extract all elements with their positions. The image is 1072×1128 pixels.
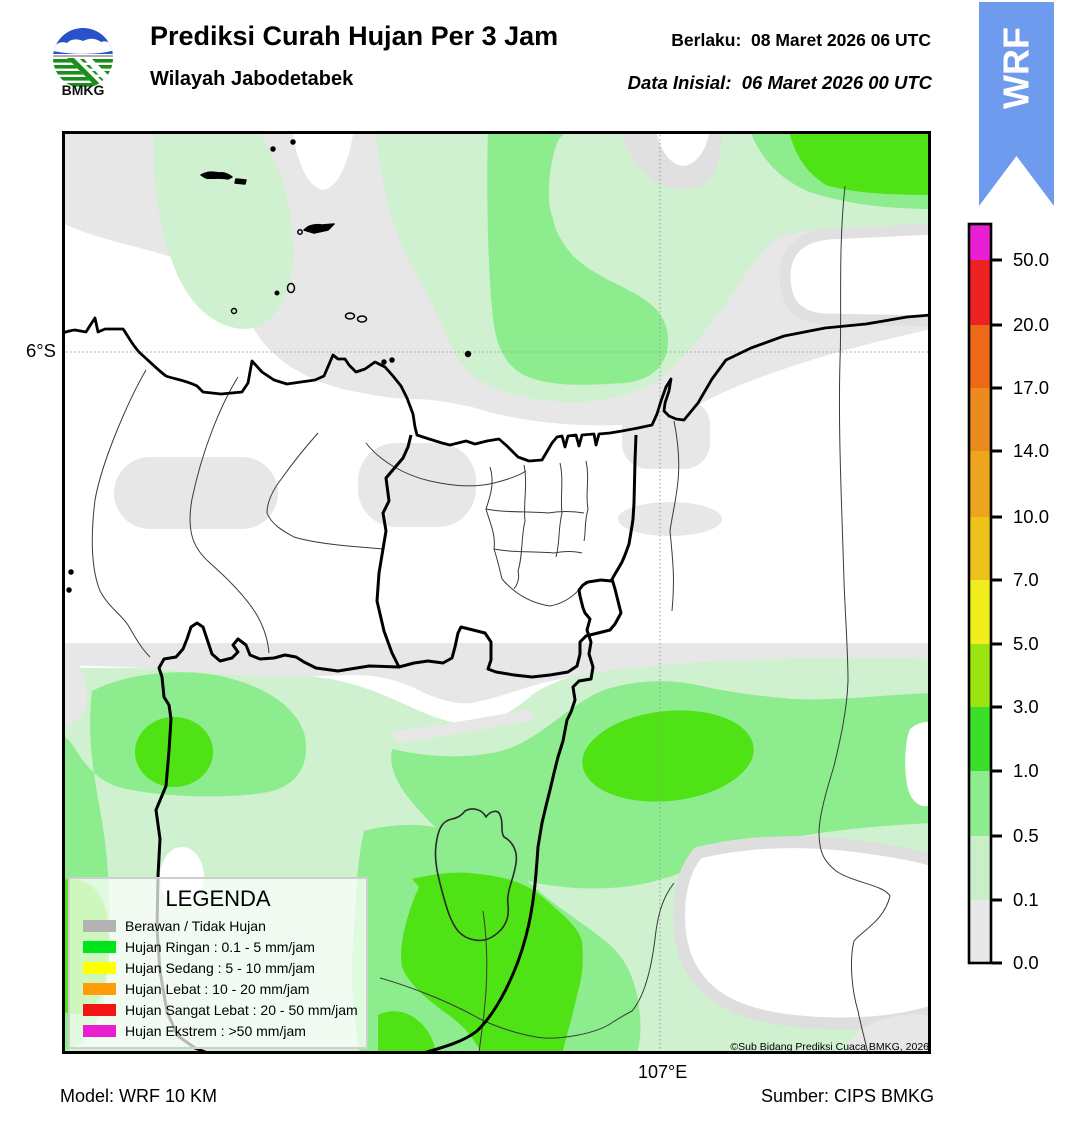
svg-text:7.0: 7.0 bbox=[1013, 569, 1039, 590]
svg-text:5.0: 5.0 bbox=[1013, 633, 1039, 654]
svg-text:14.0: 14.0 bbox=[1013, 440, 1049, 461]
svg-text:0.5: 0.5 bbox=[1013, 825, 1039, 846]
svg-text:0.1: 0.1 bbox=[1013, 889, 1039, 910]
svg-text:0.0: 0.0 bbox=[1013, 952, 1039, 973]
svg-text:1.0: 1.0 bbox=[1013, 760, 1039, 781]
svg-text:3.0: 3.0 bbox=[1013, 696, 1039, 717]
svg-text:WRF: WRF bbox=[996, 27, 1037, 109]
svg-text:20.0: 20.0 bbox=[1013, 314, 1049, 335]
svg-text:50.0: 50.0 bbox=[1013, 249, 1049, 270]
svg-text:17.0: 17.0 bbox=[1013, 377, 1049, 398]
svg-text:10.0: 10.0 bbox=[1013, 506, 1049, 527]
